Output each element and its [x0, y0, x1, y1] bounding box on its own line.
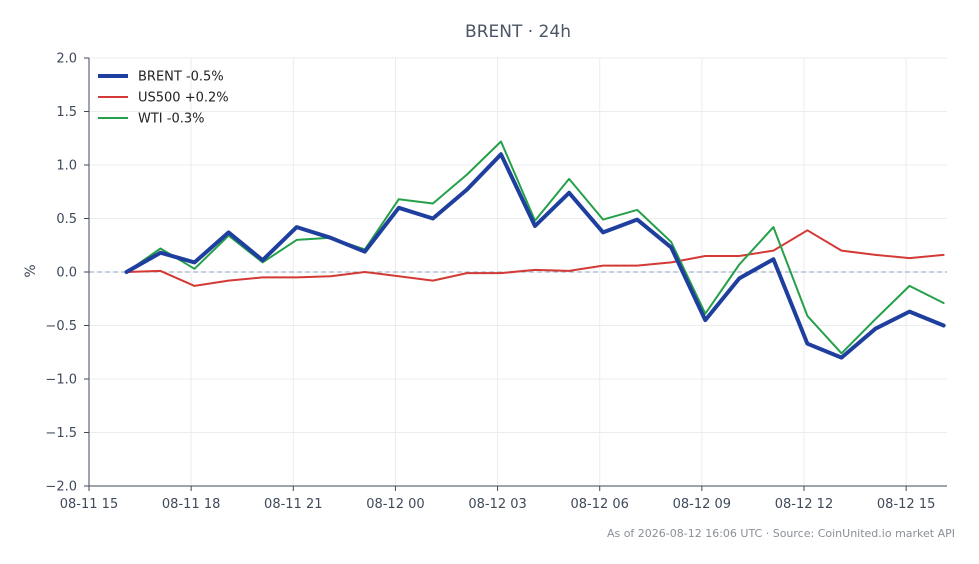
- y-tick-label: −0.5: [45, 319, 77, 334]
- chart-title: BRENT · 24h: [465, 22, 571, 42]
- x-axis-ticks: 08-11 15 08-11 18 08-11 21 08-12 00 08-12 03…: [60, 486, 935, 512]
- series-line-us500: [125, 229, 945, 287]
- series-layer: [124, 140, 946, 360]
- x-tick-label: 08-12 15: [877, 497, 935, 512]
- x-tick-label: 08-12 00: [366, 497, 424, 512]
- y-tick-label: −1.5: [45, 426, 77, 441]
- x-tick-label: 08-11 21: [264, 497, 322, 512]
- x-tick-label: 08-12 12: [775, 497, 833, 512]
- x-tick-label: 08-11 15: [60, 497, 118, 512]
- series-line-brent: [124, 152, 946, 360]
- legend: BRENT -0.5% US500 +0.2% WTI -0.3%: [98, 70, 229, 127]
- legend-label: BRENT -0.5%: [138, 70, 224, 85]
- y-tick-label: 1.0: [56, 159, 77, 174]
- series-line-wti: [125, 140, 945, 355]
- y-tick-label: 0.0: [56, 266, 77, 281]
- y-tick-label: 1.5: [56, 105, 77, 120]
- y-axis-label: %: [23, 264, 39, 277]
- y-tick-label: 0.5: [56, 212, 77, 227]
- x-tick-label: 08-11 18: [162, 497, 220, 512]
- x-tick-label: 08-12 03: [468, 497, 526, 512]
- legend-label: WTI -0.3%: [138, 112, 204, 127]
- y-tick-label: 2.0: [56, 52, 77, 67]
- x-tick-label: 08-12 09: [673, 497, 731, 512]
- legend-label: US500 +0.2%: [138, 91, 229, 106]
- footer-source: As of 2026-08-12 16:06 UTC · Source: Coi…: [607, 527, 955, 540]
- y-tick-label: −2.0: [45, 480, 77, 495]
- y-tick-label: −1.0: [45, 373, 77, 388]
- y-axis-ticks: 2.0 1.5 1.0 0.5 0.0 −0.5 −1.0 −1.5 −2.0: [45, 52, 89, 495]
- x-tick-label: 08-12 06: [570, 497, 628, 512]
